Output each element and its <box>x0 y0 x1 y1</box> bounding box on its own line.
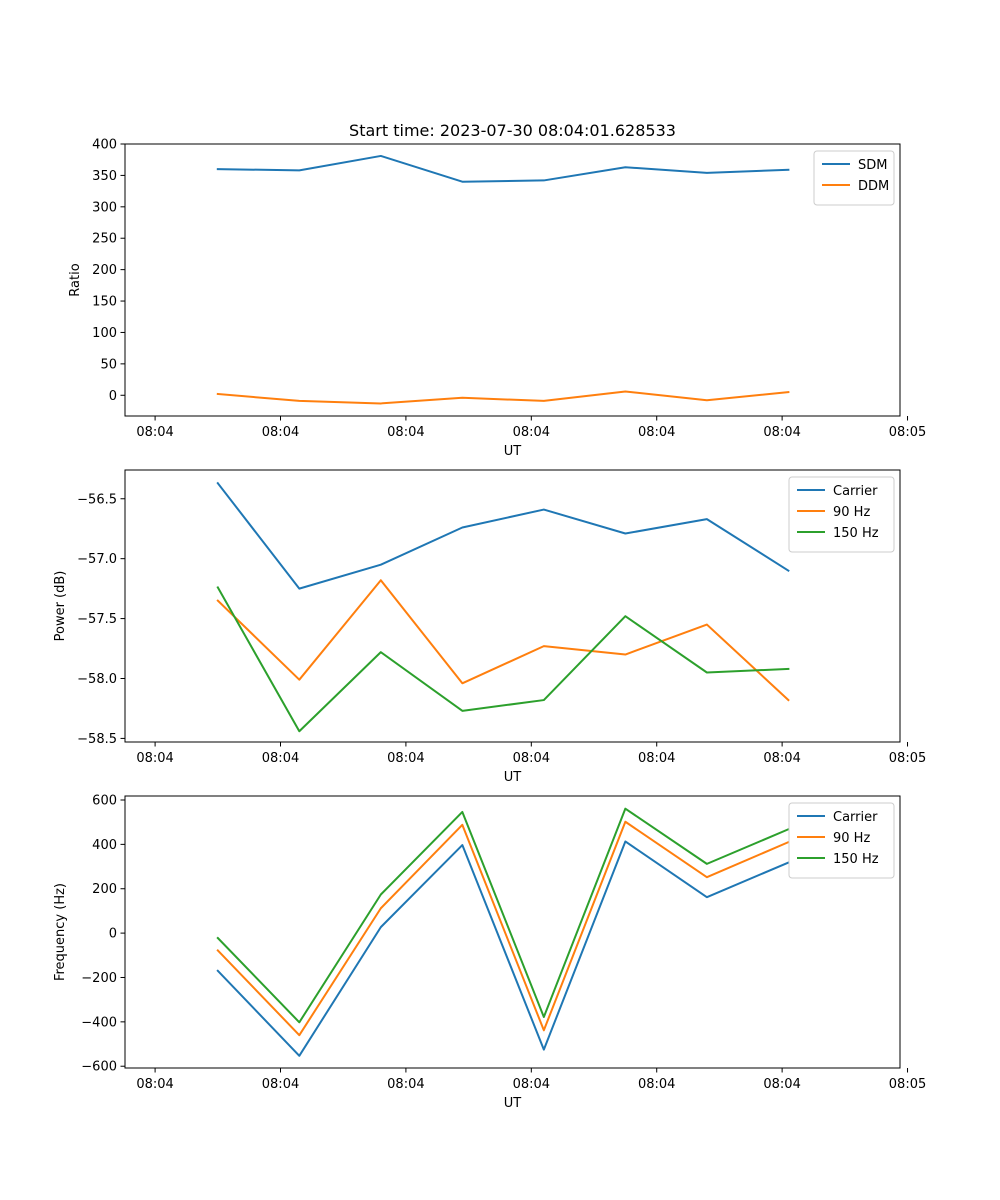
y-axis-label: Ratio <box>68 263 83 296</box>
series-line-150-hz <box>216 807 790 1024</box>
axes-frame <box>124 469 901 743</box>
legend-label-90-hz: 90 Hz <box>833 505 870 520</box>
chart-panel-3: 08:04 08:04 08:04 08:04 08:04 08:04 08:05 −600 −… <box>53 793 926 1111</box>
x-tick-label: 08:04 <box>262 751 299 766</box>
legend-label-carrier: Carrier <box>833 810 878 825</box>
x-tick-label: 08:04 <box>136 1077 173 1092</box>
series-line-carrier <box>216 481 790 590</box>
series-line-sdm <box>216 154 790 183</box>
y-tick-label: −58.5 <box>77 732 117 747</box>
x-tick-label: 08:04 <box>136 425 173 440</box>
y-tick-label: −57.5 <box>77 612 117 627</box>
x-tick-label: 08:04 <box>763 425 800 440</box>
y-tick-label: −57.0 <box>77 552 117 567</box>
series-line-carrier <box>216 840 790 1057</box>
y-tick-label: 350 <box>92 169 117 184</box>
x-tick-label: 08:04 <box>638 425 675 440</box>
y-tick-label: −200 <box>81 971 117 986</box>
y-tick-label: 150 <box>92 295 117 310</box>
x-tick-label: 08:04 <box>513 1077 550 1092</box>
x-tick-label: 08:05 <box>889 425 926 440</box>
x-tick-label: 08:04 <box>513 425 550 440</box>
axes-frame <box>124 795 901 1069</box>
series-line-90-hz <box>216 820 790 1037</box>
y-tick-label: 0 <box>109 927 117 942</box>
legend-box <box>788 476 895 553</box>
legend-label-150-hz: 150 Hz <box>833 526 879 541</box>
x-tick-label: 08:04 <box>763 751 800 766</box>
y-tick-label: 200 <box>92 263 117 278</box>
y-tick-label: 200 <box>92 882 117 897</box>
y-tick-label: −58.0 <box>77 672 117 687</box>
y-tick-label: 600 <box>92 793 117 808</box>
y-tick-label: −600 <box>81 1060 117 1075</box>
x-tick-label: 08:04 <box>387 425 424 440</box>
y-tick-label: 50 <box>100 357 117 372</box>
legend-label-carrier: Carrier <box>833 484 878 499</box>
y-axis-label: Frequency (Hz) <box>53 883 68 981</box>
x-tick-label: 08:05 <box>889 751 926 766</box>
x-tick-label: 08:04 <box>638 751 675 766</box>
legend-label-90-hz: 90 Hz <box>833 831 870 846</box>
x-tick-label: 08:05 <box>889 1077 926 1092</box>
x-tick-label: 08:04 <box>387 751 424 766</box>
axes-frame <box>124 143 901 417</box>
x-axis-label: UT <box>504 444 522 459</box>
y-tick-label: 100 <box>92 326 117 341</box>
y-tick-label: 300 <box>92 200 117 215</box>
x-tick-label: 08:04 <box>136 751 173 766</box>
x-tick-label: 08:04 <box>262 425 299 440</box>
y-tick-label: 0 <box>109 389 117 404</box>
y-tick-label: −56.5 <box>77 492 117 507</box>
chart-panel-1: 08:04 08:04 08:04 08:04 08:04 08:04 08:05 0 50 10… <box>68 121 926 459</box>
x-tick-label: 08:04 <box>262 1077 299 1092</box>
x-tick-label: 08:04 <box>387 1077 424 1092</box>
y-axis-label: Power (dB) <box>53 571 68 642</box>
y-tick-label: 400 <box>92 838 117 853</box>
x-axis-label: UT <box>504 1096 522 1111</box>
y-tick-label: 400 <box>92 138 117 153</box>
x-tick-label: 08:04 <box>638 1077 675 1092</box>
y-tick-label: 250 <box>92 232 117 247</box>
series-line-150-hz <box>216 586 790 733</box>
chart-panel-2: 08:04 08:04 08:04 08:04 08:04 08:04 08:05 −58.5… <box>53 469 926 785</box>
legend-label-ddm: DDM <box>858 179 889 194</box>
legend-label-150-hz: 150 Hz <box>833 852 879 867</box>
y-tick-label: −400 <box>81 1015 117 1030</box>
series-line-90-hz <box>216 579 790 702</box>
chart-title: Start time: 2023-07-30 08:04:01.628533 <box>349 121 676 140</box>
x-axis-label: UT <box>504 770 522 785</box>
legend-box <box>788 802 895 879</box>
legend-label-sdm: SDM <box>858 158 887 173</box>
x-tick-label: 08:04 <box>513 751 550 766</box>
series-line-ddm <box>216 390 790 405</box>
x-tick-label: 08:04 <box>763 1077 800 1092</box>
